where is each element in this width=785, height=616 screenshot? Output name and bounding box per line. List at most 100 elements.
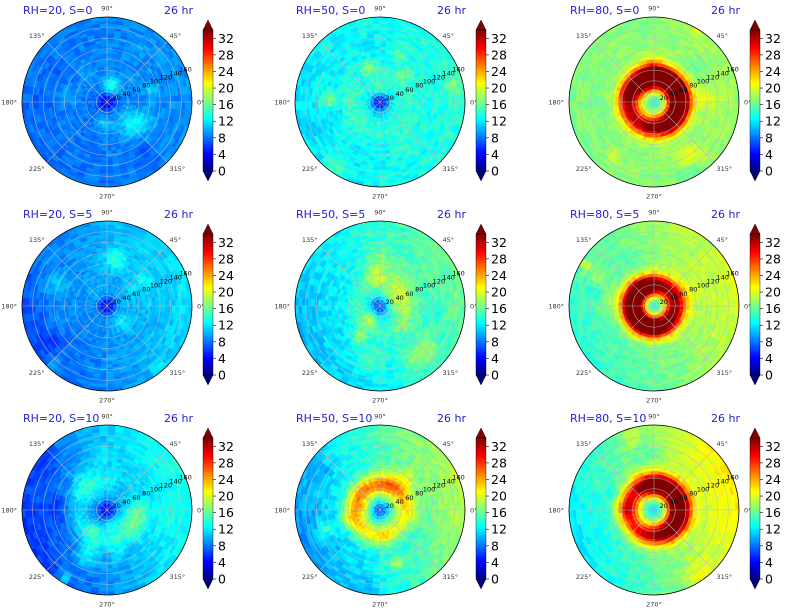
colorbar-tick-label: 16 — [218, 97, 234, 112]
radial-tick-label: 20 — [660, 502, 668, 510]
radial-tick-label: 120 — [707, 278, 719, 286]
angular-gridline — [319, 245, 381, 307]
angular-gridline — [319, 101, 381, 163]
radial-tick-label: 40 — [669, 294, 677, 302]
colorbar-tick-label: 8 — [218, 130, 226, 145]
radial-tick-label: 100 — [150, 78, 162, 86]
angular-gridline — [379, 245, 441, 307]
radial-tick-label: 140 — [170, 274, 182, 282]
colorbar-tick-label: 20 — [218, 81, 234, 96]
colorbar-tick-label: 20 — [491, 81, 507, 96]
radial-tick-label: 120 — [433, 278, 445, 286]
colorbar-tick-label: 32 — [218, 235, 234, 250]
contour-field — [569, 17, 739, 187]
angular-gridline — [379, 449, 441, 511]
colorbar-tick-label: 8 — [491, 334, 499, 349]
angle-tick-label: 270° — [372, 193, 388, 201]
colorbar-tick-label: 4 — [491, 147, 499, 162]
angle-tick-label: 315° — [442, 165, 458, 173]
colorbar-tick-label: 16 — [218, 301, 234, 316]
colorbar-tick-label: 16 — [765, 505, 781, 520]
colorbar-tick-label: 32 — [491, 439, 507, 454]
panel-title: RH=80, S=5 — [570, 208, 639, 221]
angle-tick-label: 45° — [442, 440, 454, 448]
colorbar-tick-label: 20 — [765, 81, 781, 96]
radial-tick-label: 40 — [122, 294, 130, 302]
angle-tick-label: 270° — [646, 193, 662, 201]
radial-tick-label: 40 — [669, 90, 677, 98]
angular-gridline — [106, 305, 168, 367]
radial-tick-label: 40 — [669, 498, 677, 506]
radial-tick-label: 60 — [132, 86, 140, 94]
colorbar-tick-label: 0 — [491, 368, 499, 383]
colorbar-tick-label: 32 — [491, 31, 507, 46]
angle-tick-label: 225° — [576, 369, 592, 377]
colorbar-tick-label: 8 — [765, 334, 773, 349]
angular-gridline — [379, 41, 441, 103]
colorbar-tick-label: 16 — [491, 97, 507, 112]
contour-field — [569, 425, 739, 595]
radial-tick-label: 20 — [386, 298, 394, 306]
angle-tick-label: 90° — [648, 413, 660, 421]
radial-tick-label: 80 — [415, 490, 423, 498]
angular-gridline — [46, 101, 108, 163]
radial-tick-label: 60 — [132, 494, 140, 502]
panel-title: RH=20, S=10 — [23, 412, 99, 425]
angle-tick-label: 90° — [101, 413, 113, 421]
angle-tick-label: 45° — [716, 236, 728, 244]
colorbar-tick-label: 20 — [765, 285, 781, 300]
colorbar-tick-label: 8 — [218, 538, 226, 553]
colorbar-tick-label: 8 — [491, 130, 499, 145]
angle-tick-label: 225° — [29, 369, 45, 377]
colorbar-tick-label: 28 — [491, 455, 507, 470]
angular-gridline — [46, 305, 108, 367]
radial-tick-label: 140 — [717, 274, 729, 282]
colorbar-tick-label: 4 — [491, 555, 499, 570]
radial-tick-label: 80 — [689, 82, 697, 90]
angle-tick-label: 0° — [744, 99, 751, 107]
panel-time-label: 26 hr — [711, 4, 740, 17]
panel-time-label: 26 hr — [164, 4, 193, 17]
angle-tick-label: 0° — [744, 303, 751, 311]
angle-tick-label: 270° — [372, 601, 388, 609]
colorbar-tick-label: 4 — [765, 555, 773, 570]
radial-tick-label: 80 — [142, 82, 150, 90]
angle-tick-label: 180° — [274, 507, 290, 515]
polar-axis-frame — [294, 424, 466, 596]
panel-time-label: 26 hr — [437, 208, 466, 221]
radial-tick-label: 120 — [160, 74, 172, 82]
colorbar-tick-label: 28 — [765, 251, 781, 266]
contour-field — [22, 425, 192, 595]
radial-tick-label: 100 — [697, 78, 709, 86]
colorbar-tick-label: 16 — [491, 301, 507, 316]
colorbar-tick-label: 4 — [491, 351, 499, 366]
angle-tick-label: 180° — [548, 507, 564, 515]
angular-gridline — [319, 509, 381, 571]
radial-tick-label: 140 — [717, 478, 729, 486]
radial-tick-label: 100 — [150, 486, 162, 494]
angle-tick-label: 270° — [646, 397, 662, 405]
angle-tick-label: 270° — [372, 397, 388, 405]
angle-tick-label: 0° — [470, 303, 477, 311]
angle-tick-label: 225° — [576, 573, 592, 581]
angle-tick-label: 315° — [169, 165, 185, 173]
colorbar-tick-label: 12 — [765, 522, 781, 537]
radial-tick-label: 120 — [160, 482, 172, 490]
panel-title: RH=20, S=5 — [23, 208, 92, 221]
radial-tick-label: 20 — [113, 94, 121, 102]
angular-gridline — [379, 509, 441, 571]
colorbar-tick-label: 32 — [765, 439, 781, 454]
panel-time-label: 26 hr — [711, 208, 740, 221]
contour-field — [295, 425, 465, 595]
angle-tick-label: 315° — [716, 165, 732, 173]
colorbar-tick-label: 4 — [218, 147, 226, 162]
angle-tick-label: 315° — [716, 573, 732, 581]
colorbar-tick-label: 8 — [491, 538, 499, 553]
colorbar-tick-label: 12 — [765, 318, 781, 333]
angular-gridline — [106, 101, 168, 163]
